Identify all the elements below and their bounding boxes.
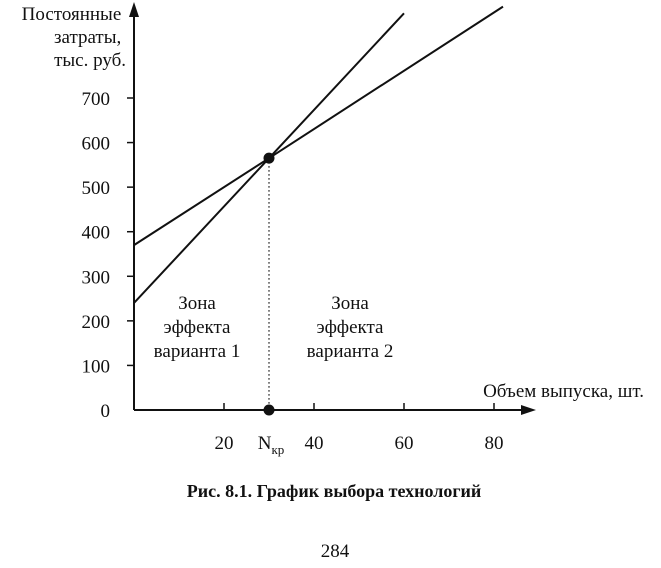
y-tick-label: 700 <box>82 89 111 110</box>
y-axis-title-line-1: Постоянные <box>22 4 122 25</box>
y-tick-label: 300 <box>82 267 111 288</box>
series-group <box>134 5 504 304</box>
figure-caption: Рис. 8.1. График выбора технологий <box>187 481 482 501</box>
caption-prefix: Рис. 8.1. <box>187 481 252 501</box>
x-axis-title: Объем выпуска, шт. <box>483 381 644 402</box>
axes <box>129 2 536 415</box>
y-tick-label: 0 <box>101 401 111 422</box>
zone-label-line: варианта 1 <box>154 341 241 362</box>
y-tick-label: 500 <box>82 178 111 199</box>
series-line-1 <box>134 5 504 246</box>
critical-label-sub: кр <box>271 442 284 457</box>
critical-x-point <box>263 404 275 416</box>
y-tick-label: 100 <box>82 356 111 377</box>
x-ticks: 20 40 60 80 <box>215 403 504 454</box>
caption-text: График выбора технологий <box>257 481 482 501</box>
zone-label-1: Зона эффекта варианта 1 <box>154 293 241 362</box>
zone-label-line: Зона <box>178 293 216 314</box>
y-tick-label: 200 <box>82 312 111 333</box>
zone-label-line: Зона <box>331 293 369 314</box>
zone-label-line: варианта 2 <box>307 341 394 362</box>
intersection-point <box>263 152 275 164</box>
zone-label-line: эффекта <box>164 317 232 338</box>
y-axis-title-line-3: тыс. руб. <box>54 50 126 71</box>
y-ticks: 700 600 500 400 300 200 100 0 <box>82 89 134 422</box>
x-axis-arrow-icon <box>521 405 536 415</box>
page-number: 284 <box>321 541 350 562</box>
zone-label-line: эффекта <box>317 317 385 338</box>
x-tick-label: 60 <box>395 433 414 454</box>
y-tick-label: 600 <box>82 134 111 155</box>
zone-label-2: Зона эффекта варианта 2 <box>307 293 394 362</box>
y-tick-label: 400 <box>82 223 111 244</box>
x-tick-label: 20 <box>215 433 234 454</box>
critical-volume-label: Nкр <box>258 433 285 457</box>
x-tick-label: 40 <box>305 433 324 454</box>
y-axis-title: Постоянные затраты, тыс. руб. <box>22 4 126 71</box>
y-axis-title-line-2: затраты, <box>54 27 121 48</box>
y-axis-arrow-icon <box>129 2 139 17</box>
x-tick-label: 80 <box>485 433 504 454</box>
zone-labels: Зона эффекта варианта 1 Зона эффекта варианта… <box>154 293 394 362</box>
critical-label-main: N <box>258 433 272 454</box>
